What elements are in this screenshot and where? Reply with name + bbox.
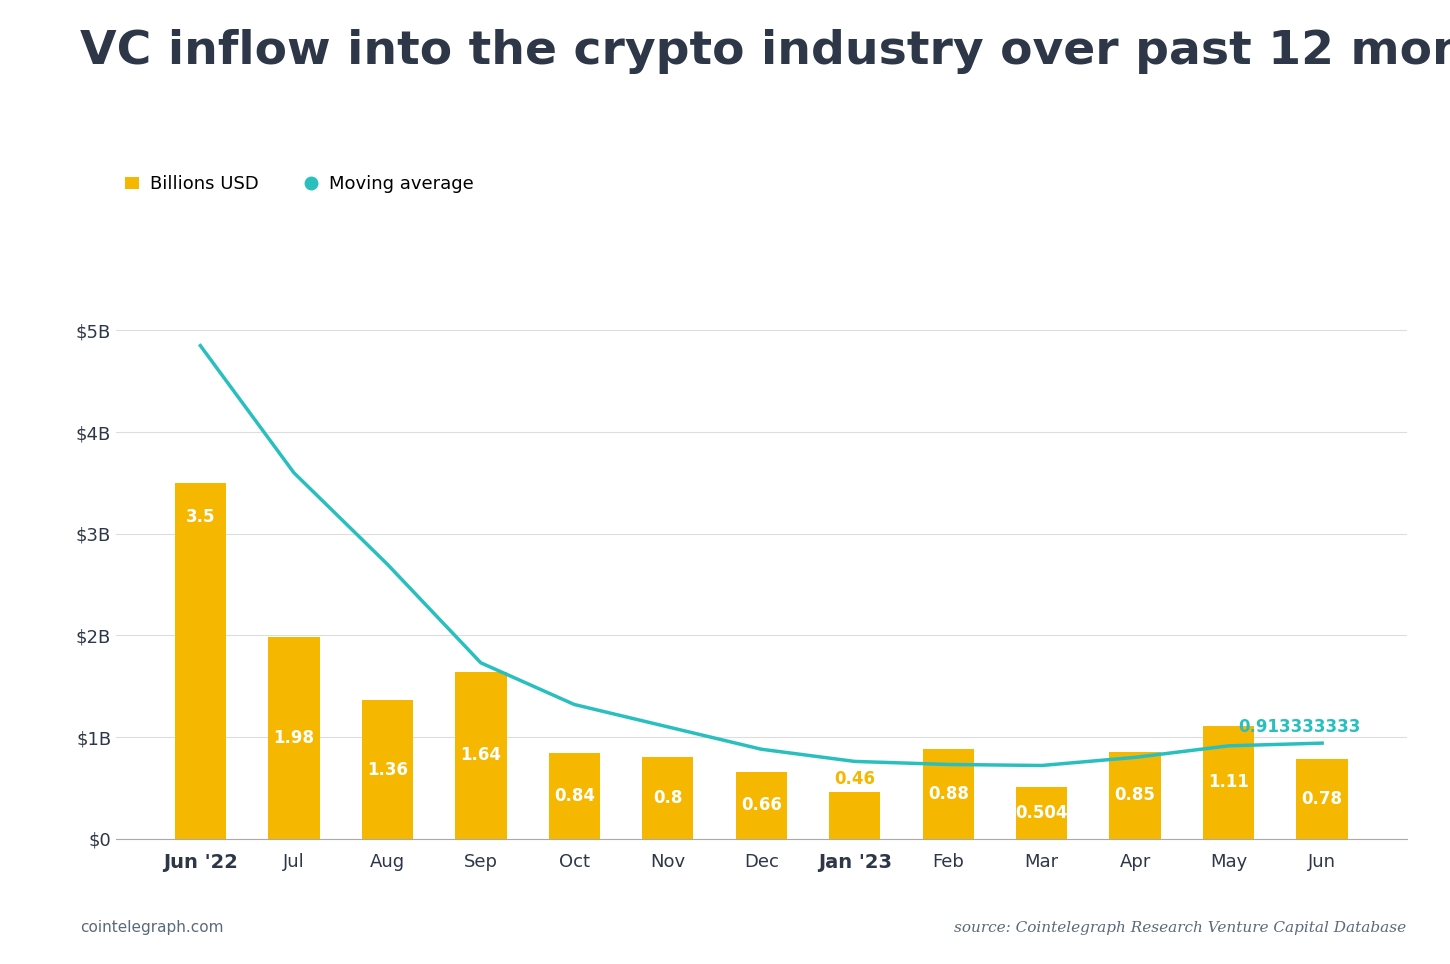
- Bar: [1296, 760, 1348, 839]
- Text: 0.8: 0.8: [652, 789, 683, 807]
- Text: 1.36: 1.36: [367, 761, 407, 779]
- Text: 0.85: 0.85: [1115, 787, 1156, 805]
- Text: 1.11: 1.11: [1208, 773, 1248, 791]
- Text: source: Cointelegraph Research Venture Capital Database: source: Cointelegraph Research Venture C…: [954, 921, 1406, 935]
- Text: VC inflow into the crypto industry over past 12 months: VC inflow into the crypto industry over …: [80, 29, 1450, 74]
- Text: 0.84: 0.84: [554, 787, 594, 805]
- Text: 0.66: 0.66: [741, 796, 782, 815]
- Bar: [922, 749, 974, 839]
- Bar: [174, 483, 226, 839]
- Bar: [1109, 752, 1161, 839]
- Text: 0.504: 0.504: [1015, 804, 1069, 822]
- Bar: [829, 791, 880, 839]
- Text: 0.46: 0.46: [834, 770, 876, 788]
- Text: 3.5: 3.5: [186, 508, 215, 526]
- Text: 0.913333333: 0.913333333: [1238, 717, 1360, 736]
- Bar: [548, 753, 600, 839]
- Text: 1.98: 1.98: [274, 729, 315, 747]
- Legend: Billions USD, Moving average: Billions USD, Moving average: [117, 168, 481, 201]
- Bar: [642, 758, 693, 839]
- Bar: [1016, 788, 1067, 839]
- Bar: [1204, 726, 1254, 839]
- Bar: [268, 637, 319, 839]
- Text: 0.88: 0.88: [928, 785, 969, 803]
- Text: 0.78: 0.78: [1302, 790, 1343, 808]
- Text: 1.64: 1.64: [460, 746, 502, 764]
- Text: cointelegraph.com: cointelegraph.com: [80, 920, 223, 935]
- Bar: [455, 672, 506, 839]
- Bar: [735, 771, 787, 839]
- Bar: [361, 701, 413, 839]
